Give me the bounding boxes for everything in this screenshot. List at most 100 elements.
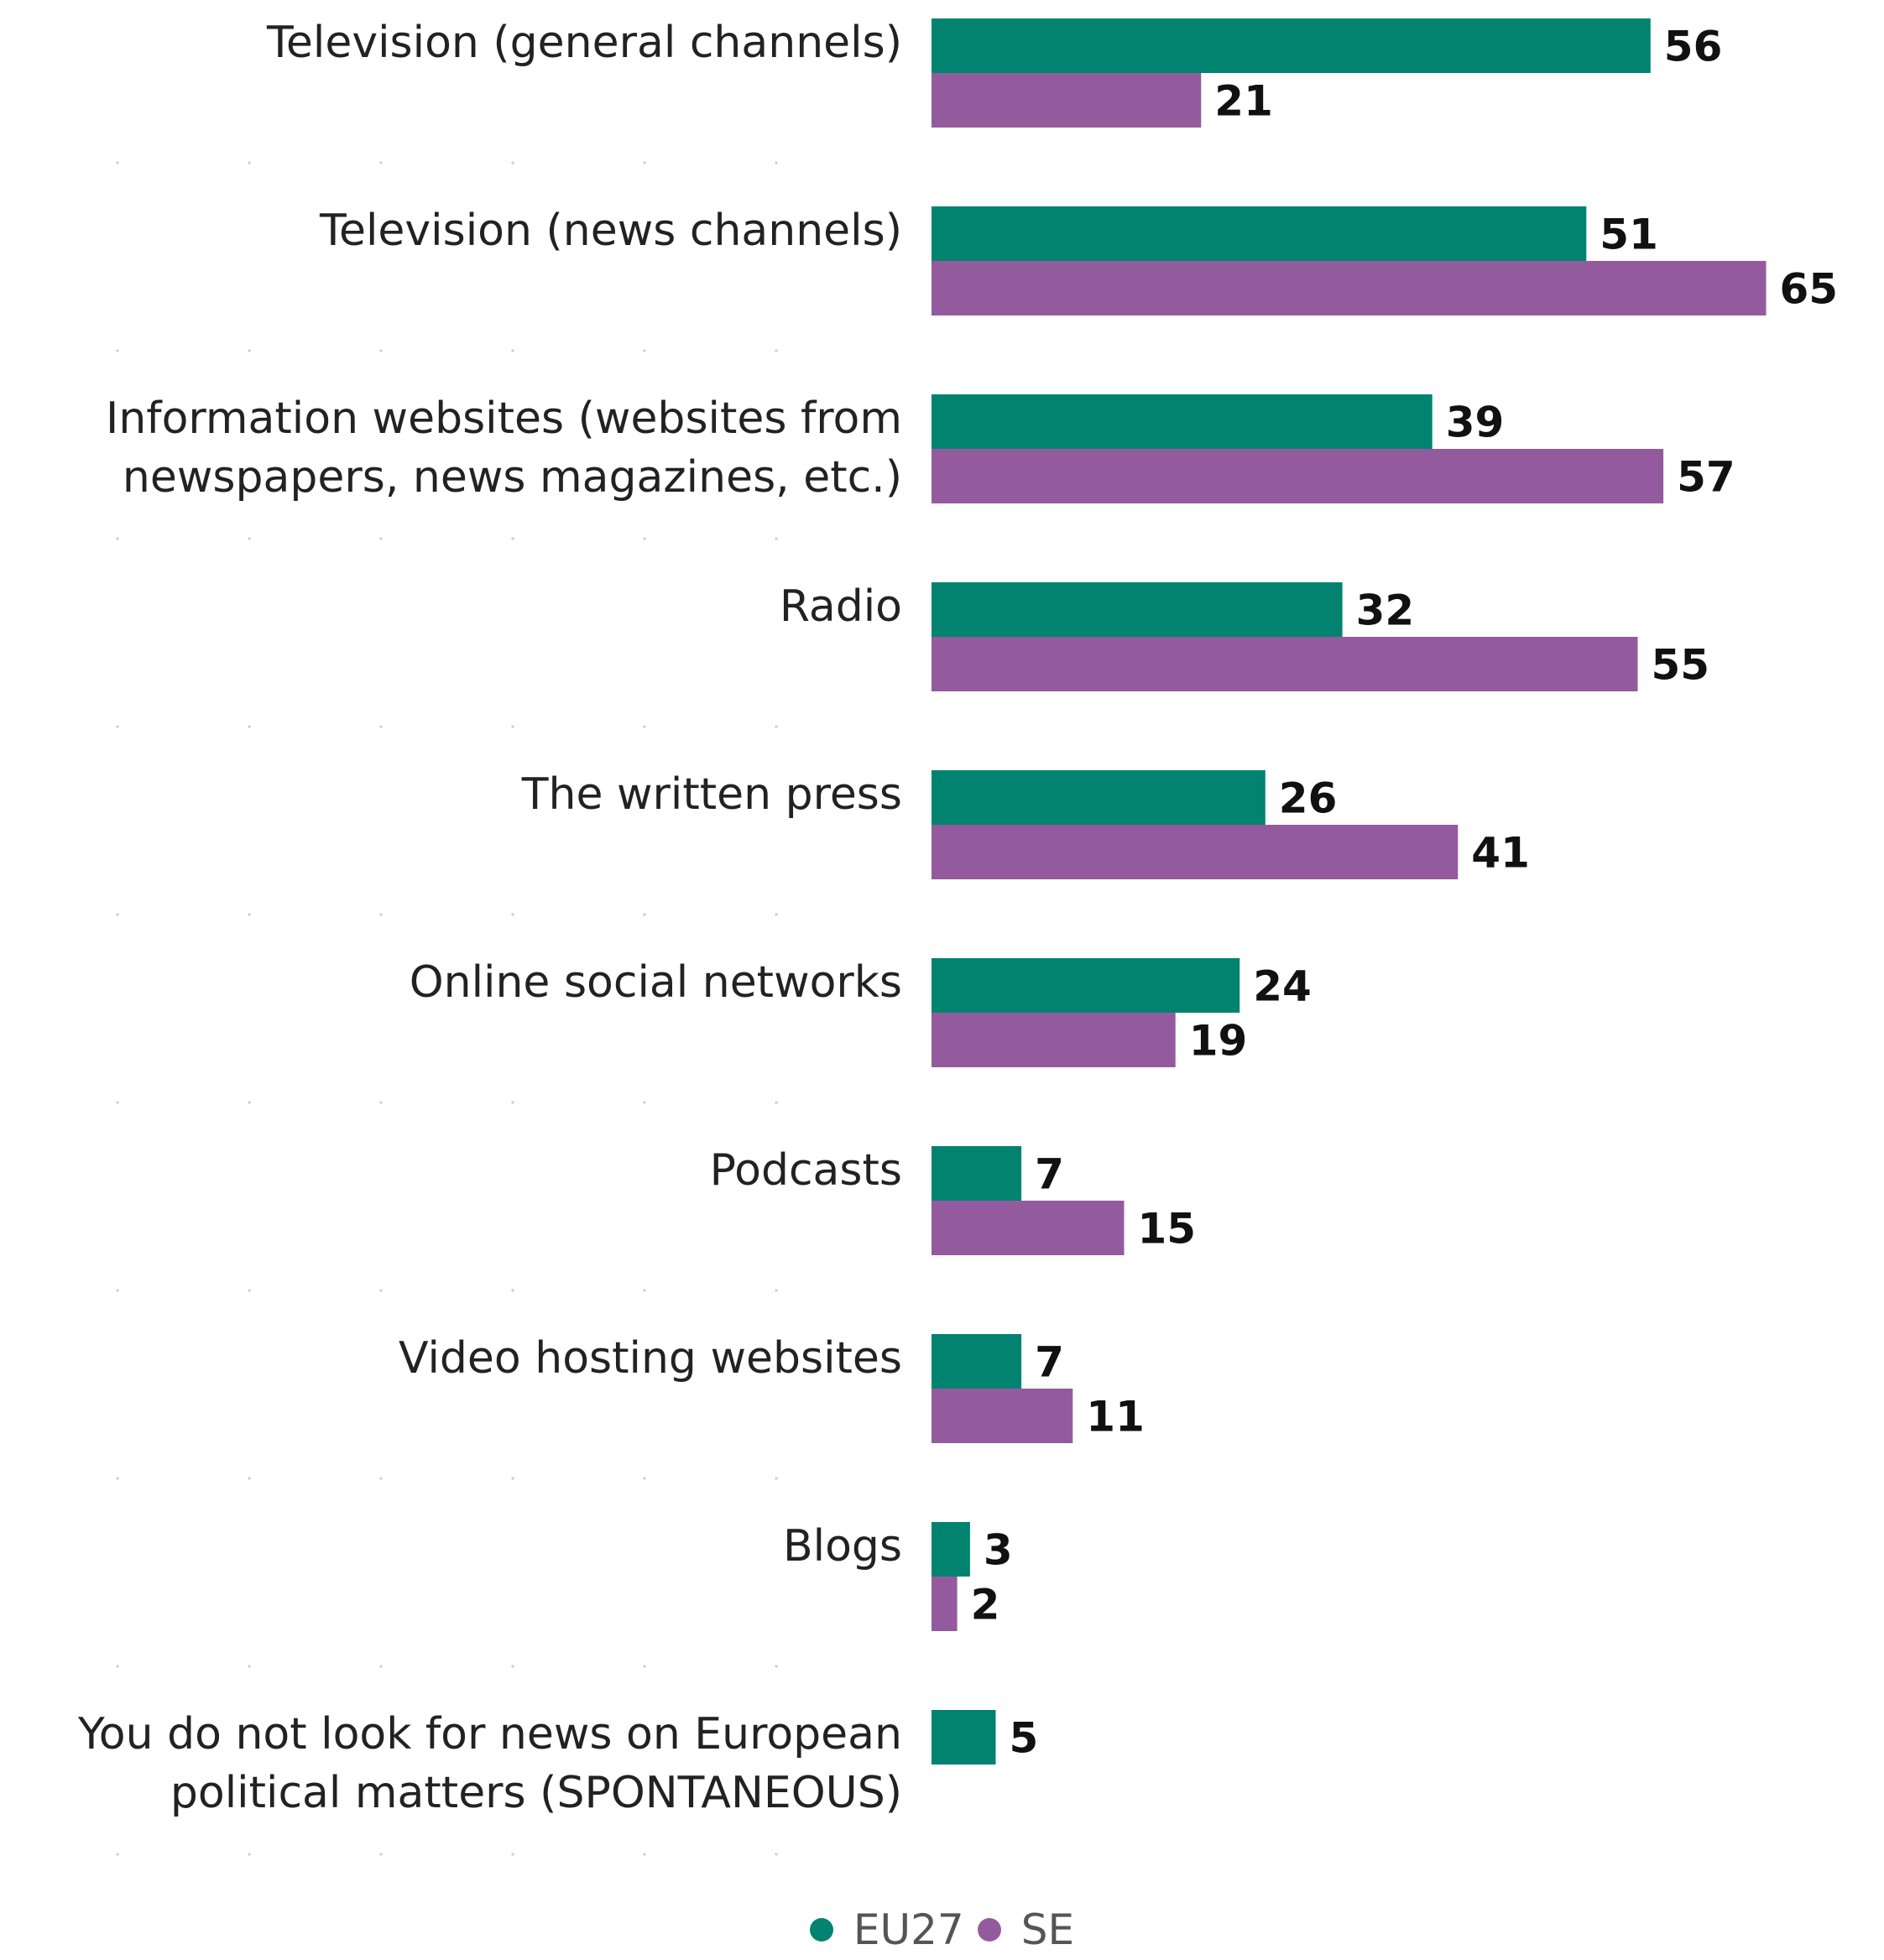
legend: EU27 SE bbox=[0, 1905, 1884, 1955]
separator-dot bbox=[116, 1477, 119, 1480]
separator-dot bbox=[775, 349, 778, 352]
separator-dot bbox=[379, 349, 383, 352]
legend-dot bbox=[977, 1918, 1001, 1942]
separator-dot bbox=[775, 1289, 778, 1292]
separator-dot bbox=[775, 1853, 778, 1856]
separator-dot bbox=[643, 1101, 646, 1104]
separator-dot bbox=[116, 161, 119, 164]
separator-dot bbox=[248, 1665, 251, 1668]
category-label: political matters (SPONTANEOUS) bbox=[170, 1768, 902, 1818]
bar-se bbox=[932, 825, 1459, 879]
category-label: newspapers, news magazines, etc.) bbox=[123, 452, 902, 503]
bar-eu27 bbox=[932, 770, 1266, 825]
separator-dot bbox=[643, 1853, 646, 1856]
value-label: 21 bbox=[1214, 77, 1273, 126]
category-label: Online social networks bbox=[410, 957, 902, 1008]
value-label: 19 bbox=[1189, 1017, 1248, 1066]
legend-item-se: SE bbox=[977, 1905, 1075, 1954]
separator-dot bbox=[775, 1477, 778, 1480]
separator-dot bbox=[379, 1853, 383, 1856]
separator-dot bbox=[379, 161, 383, 164]
row-separators bbox=[116, 161, 778, 1856]
separator-dot bbox=[511, 913, 514, 916]
value-label: 15 bbox=[1138, 1205, 1197, 1254]
separator-dot bbox=[775, 913, 778, 916]
bar-se bbox=[932, 1577, 958, 1631]
separator-dot bbox=[379, 1477, 383, 1480]
separator-dot bbox=[248, 1289, 251, 1292]
category-label: Information websites (websites from bbox=[106, 394, 902, 444]
bar-se bbox=[932, 73, 1202, 128]
value-label: 26 bbox=[1279, 774, 1338, 823]
separator-dot bbox=[116, 1101, 119, 1104]
separator-dot bbox=[379, 537, 383, 540]
separator-dot bbox=[248, 161, 251, 164]
separator-dot bbox=[643, 1477, 646, 1480]
separator-dot bbox=[511, 537, 514, 540]
bar-eu27 bbox=[932, 958, 1240, 1013]
separator-dot bbox=[379, 1101, 383, 1104]
separator-dot bbox=[116, 913, 119, 916]
separator-dot bbox=[116, 1289, 119, 1292]
separator-dot bbox=[775, 537, 778, 540]
separator-dot bbox=[248, 725, 251, 728]
category-label: Television (general channels) bbox=[266, 18, 902, 68]
value-label: 56 bbox=[1664, 23, 1723, 71]
bar-eu27 bbox=[932, 206, 1587, 261]
legend-item-eu27: EU27 bbox=[809, 1905, 964, 1954]
bar-se bbox=[932, 261, 1767, 315]
value-label: 7 bbox=[1035, 1150, 1064, 1199]
value-label: 3 bbox=[984, 1526, 1013, 1575]
separator-dot bbox=[248, 349, 251, 352]
separator-dot bbox=[116, 349, 119, 352]
separator-dot bbox=[643, 725, 646, 728]
separator-dot bbox=[511, 725, 514, 728]
separator-dot bbox=[643, 913, 646, 916]
separator-dot bbox=[511, 1101, 514, 1104]
bar-eu27 bbox=[932, 1334, 1022, 1389]
value-label: 2 bbox=[971, 1581, 1000, 1629]
separator-dot bbox=[511, 349, 514, 352]
bar-eu27 bbox=[932, 1146, 1022, 1201]
category-label: You do not look for news on European bbox=[77, 1709, 902, 1759]
separator-dot bbox=[379, 913, 383, 916]
value-label: 24 bbox=[1253, 962, 1312, 1011]
legend-label: SE bbox=[1020, 1905, 1075, 1954]
value-label: 57 bbox=[1677, 453, 1735, 502]
separator-dot bbox=[116, 1665, 119, 1668]
separator-dot bbox=[643, 1289, 646, 1292]
separator-dot bbox=[116, 537, 119, 540]
value-label: 55 bbox=[1652, 641, 1710, 690]
value-label: 65 bbox=[1780, 265, 1839, 314]
separator-dot bbox=[248, 1477, 251, 1480]
value-label: 11 bbox=[1086, 1393, 1145, 1441]
separator-dot bbox=[511, 1477, 514, 1480]
separator-dot bbox=[116, 725, 119, 728]
value-label: 7 bbox=[1035, 1338, 1064, 1387]
separator-dot bbox=[643, 161, 646, 164]
separator-dot bbox=[248, 913, 251, 916]
bars bbox=[932, 18, 1767, 1765]
category-labels: Television (general channels) Television … bbox=[77, 18, 902, 1818]
separator-dot bbox=[379, 1289, 383, 1292]
category-label: Podcasts bbox=[710, 1145, 902, 1196]
separator-dot bbox=[511, 1665, 514, 1668]
separator-dot bbox=[379, 725, 383, 728]
separator-dot bbox=[116, 1853, 119, 1856]
separator-dot bbox=[643, 537, 646, 540]
separator-dot bbox=[248, 1853, 251, 1856]
separator-dot bbox=[379, 1665, 383, 1668]
separator-dot bbox=[775, 161, 778, 164]
bar-eu27 bbox=[932, 1522, 970, 1577]
bar-se bbox=[932, 637, 1638, 691]
bar-se bbox=[932, 449, 1664, 503]
bar-eu27 bbox=[932, 1710, 996, 1765]
value-label: 41 bbox=[1471, 829, 1530, 878]
bar-se bbox=[932, 1389, 1073, 1443]
category-label: Blogs bbox=[783, 1521, 902, 1572]
legend-label: EU27 bbox=[853, 1905, 964, 1954]
separator-dot bbox=[775, 1665, 778, 1668]
category-label: Video hosting websites bbox=[399, 1333, 902, 1384]
